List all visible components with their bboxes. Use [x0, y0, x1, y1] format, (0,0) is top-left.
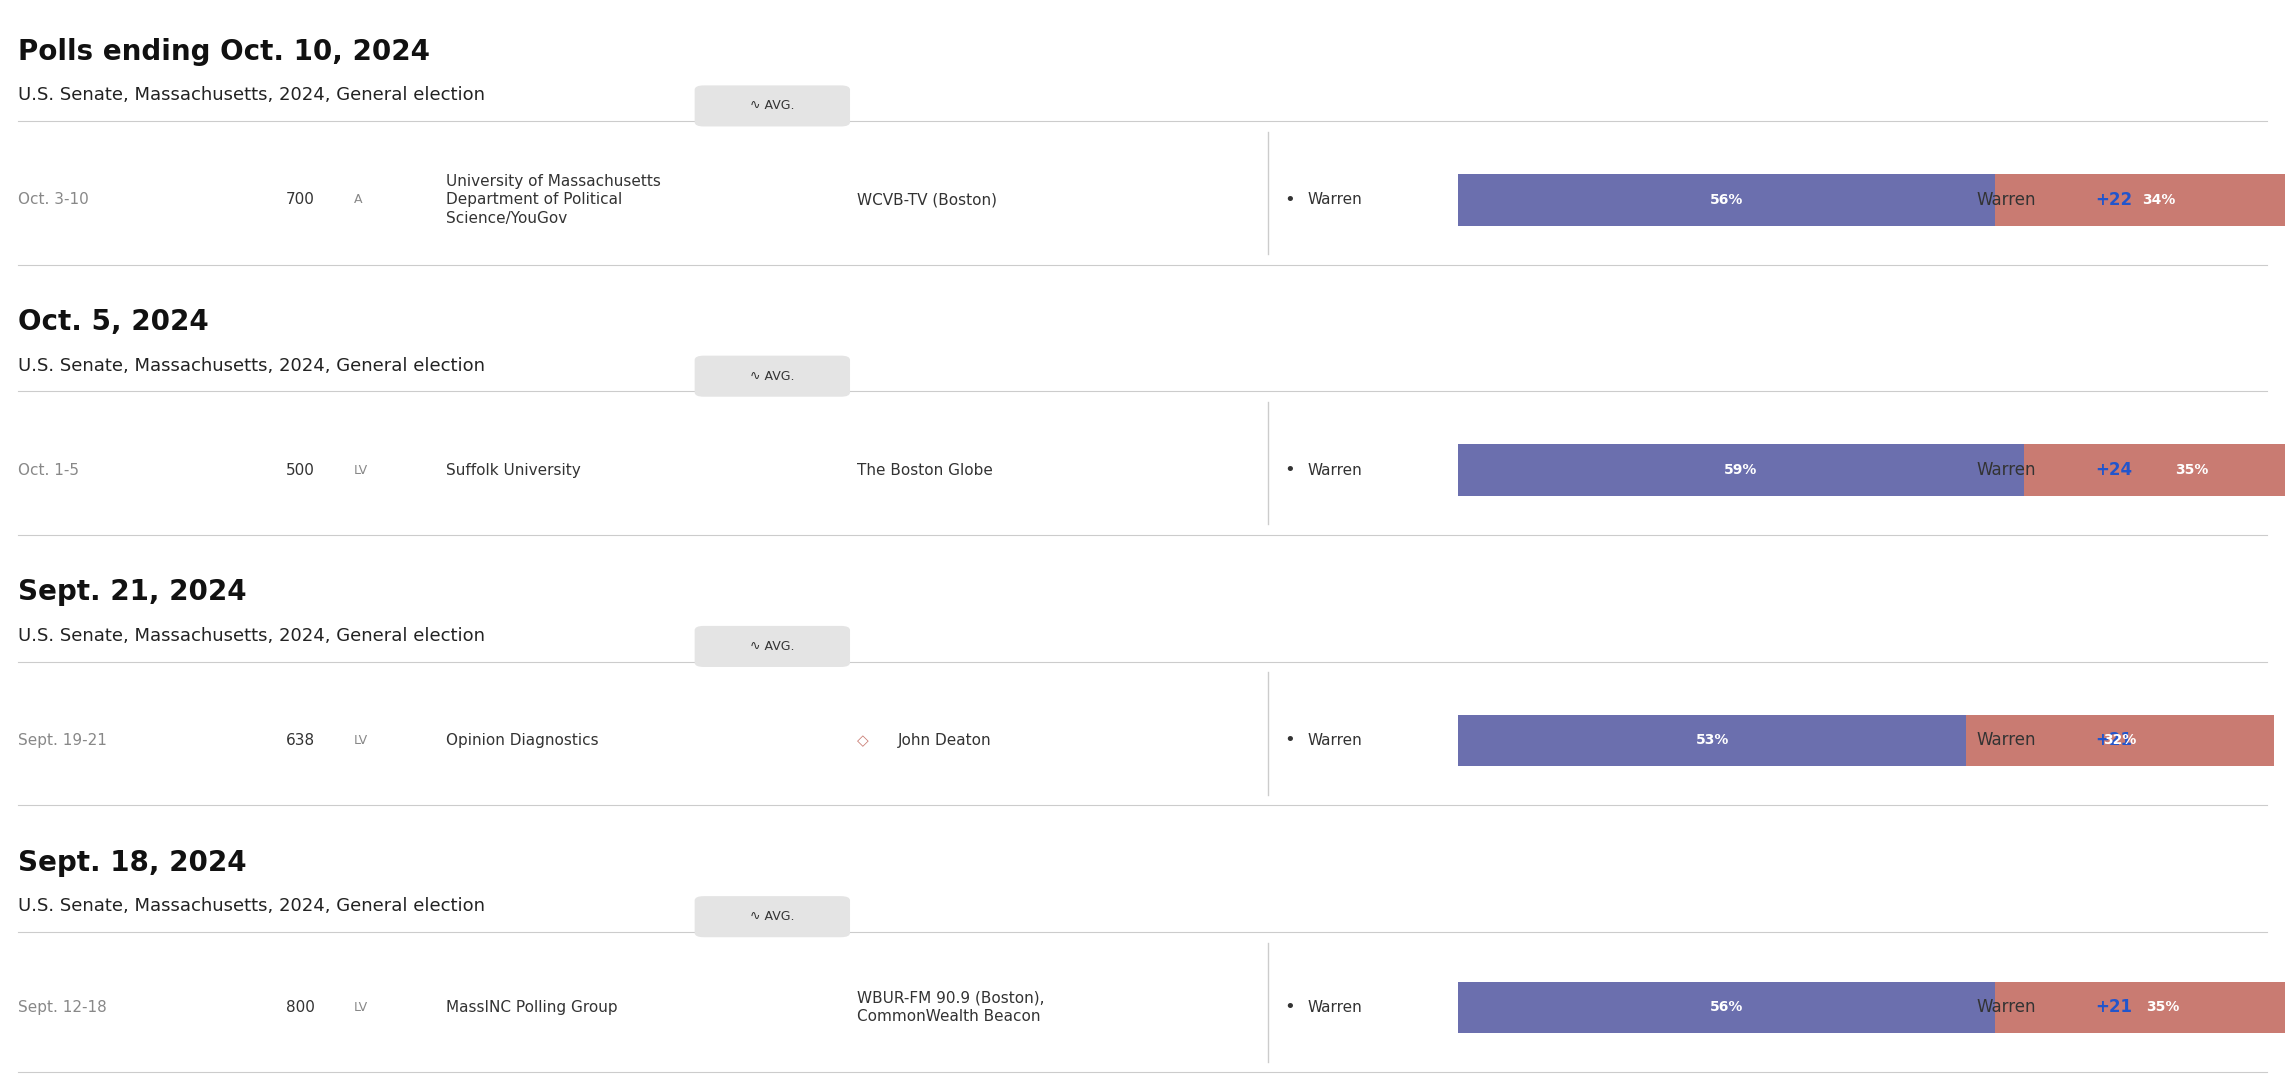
Text: Sept. 21, 2024: Sept. 21, 2024 [18, 578, 247, 606]
Text: U.S. Senate, Massachusetts, 2024, General election: U.S. Senate, Massachusetts, 2024, Genera… [18, 897, 484, 916]
Text: LV: LV [354, 464, 368, 477]
Text: John Deaton: John Deaton [898, 733, 992, 748]
Text: WCVB-TV (Boston): WCVB-TV (Boston) [857, 192, 996, 208]
Bar [1458, 174, 1995, 226]
Text: Oct. 1-5: Oct. 1-5 [18, 463, 80, 478]
Text: Warren: Warren [1977, 462, 2036, 479]
Text: ∿ AVG.: ∿ AVG. [749, 910, 795, 923]
Bar [1995, 174, 2285, 226]
Text: ∿ AVG.: ∿ AVG. [749, 640, 795, 653]
Text: WBUR-FM 90.9 (Boston),
CommonWealth Beacon: WBUR-FM 90.9 (Boston), CommonWealth Beac… [857, 990, 1044, 1025]
Text: 35%: 35% [2175, 464, 2210, 477]
Text: U.S. Senate, Massachusetts, 2024, General election: U.S. Senate, Massachusetts, 2024, Genera… [18, 86, 484, 105]
Text: Opinion Diagnostics: Opinion Diagnostics [446, 733, 599, 748]
Bar [1458, 715, 1967, 766]
Text: U.S. Senate, Massachusetts, 2024, General election: U.S. Senate, Massachusetts, 2024, Genera… [18, 357, 484, 375]
Text: ∿ AVG.: ∿ AVG. [749, 370, 795, 383]
FancyBboxPatch shape [695, 896, 850, 937]
Text: Oct. 5, 2024: Oct. 5, 2024 [18, 308, 208, 336]
Text: Warren: Warren [1307, 463, 1362, 478]
FancyBboxPatch shape [695, 356, 850, 397]
Text: Sept. 19-21: Sept. 19-21 [18, 733, 107, 748]
Text: Oct. 3-10: Oct. 3-10 [18, 192, 89, 208]
FancyBboxPatch shape [695, 626, 850, 667]
Text: 34%: 34% [2141, 193, 2175, 206]
Text: Polls ending Oct. 10, 2024: Polls ending Oct. 10, 2024 [18, 38, 430, 66]
Text: +21: +21 [2095, 999, 2132, 1016]
Text: •: • [1284, 999, 1296, 1016]
Text: 56%: 56% [1709, 1001, 1743, 1014]
Text: 53%: 53% [1695, 734, 1730, 747]
Text: ◇: ◇ [857, 733, 868, 748]
Bar [1458, 982, 1995, 1033]
Text: 700: 700 [286, 192, 315, 208]
Bar [1458, 444, 2025, 496]
Text: ∿ AVG.: ∿ AVG. [749, 99, 795, 112]
Text: MassINC Polling Group: MassINC Polling Group [446, 1000, 617, 1015]
Text: Warren: Warren [1307, 733, 1362, 748]
Text: The Boston Globe: The Boston Globe [857, 463, 992, 478]
Text: Suffolk University: Suffolk University [446, 463, 580, 478]
Text: Warren: Warren [1977, 732, 2036, 749]
Text: U.S. Senate, Massachusetts, 2024, General election: U.S. Senate, Massachusetts, 2024, Genera… [18, 627, 484, 645]
Text: Sept. 18, 2024: Sept. 18, 2024 [18, 849, 247, 877]
Text: •: • [1284, 732, 1296, 749]
Text: Warren: Warren [1977, 191, 2036, 209]
Text: 500: 500 [286, 463, 315, 478]
Text: +21: +21 [2095, 732, 2132, 749]
Bar [1967, 715, 2274, 766]
Text: Warren: Warren [1977, 999, 2036, 1016]
Text: •: • [1284, 191, 1296, 209]
Text: LV: LV [354, 734, 368, 747]
Text: A: A [354, 193, 363, 206]
Text: Warren: Warren [1307, 1000, 1362, 1015]
Text: 800: 800 [286, 1000, 315, 1015]
Text: Sept. 12-18: Sept. 12-18 [18, 1000, 107, 1015]
Bar [2025, 444, 2285, 496]
Text: 638: 638 [286, 733, 315, 748]
FancyBboxPatch shape [695, 85, 850, 126]
Text: +22: +22 [2095, 191, 2132, 209]
Text: 59%: 59% [1725, 464, 1757, 477]
Text: Warren: Warren [1307, 192, 1362, 208]
Text: 56%: 56% [1709, 193, 1743, 206]
Text: 35%: 35% [2146, 1001, 2180, 1014]
Text: 32%: 32% [2102, 734, 2136, 747]
Text: LV: LV [354, 1001, 368, 1014]
Text: University of Massachusetts
Department of Political
Science/YouGov: University of Massachusetts Department o… [446, 174, 660, 226]
Text: •: • [1284, 462, 1296, 479]
Text: +24: +24 [2095, 462, 2132, 479]
Bar [1995, 982, 2285, 1033]
